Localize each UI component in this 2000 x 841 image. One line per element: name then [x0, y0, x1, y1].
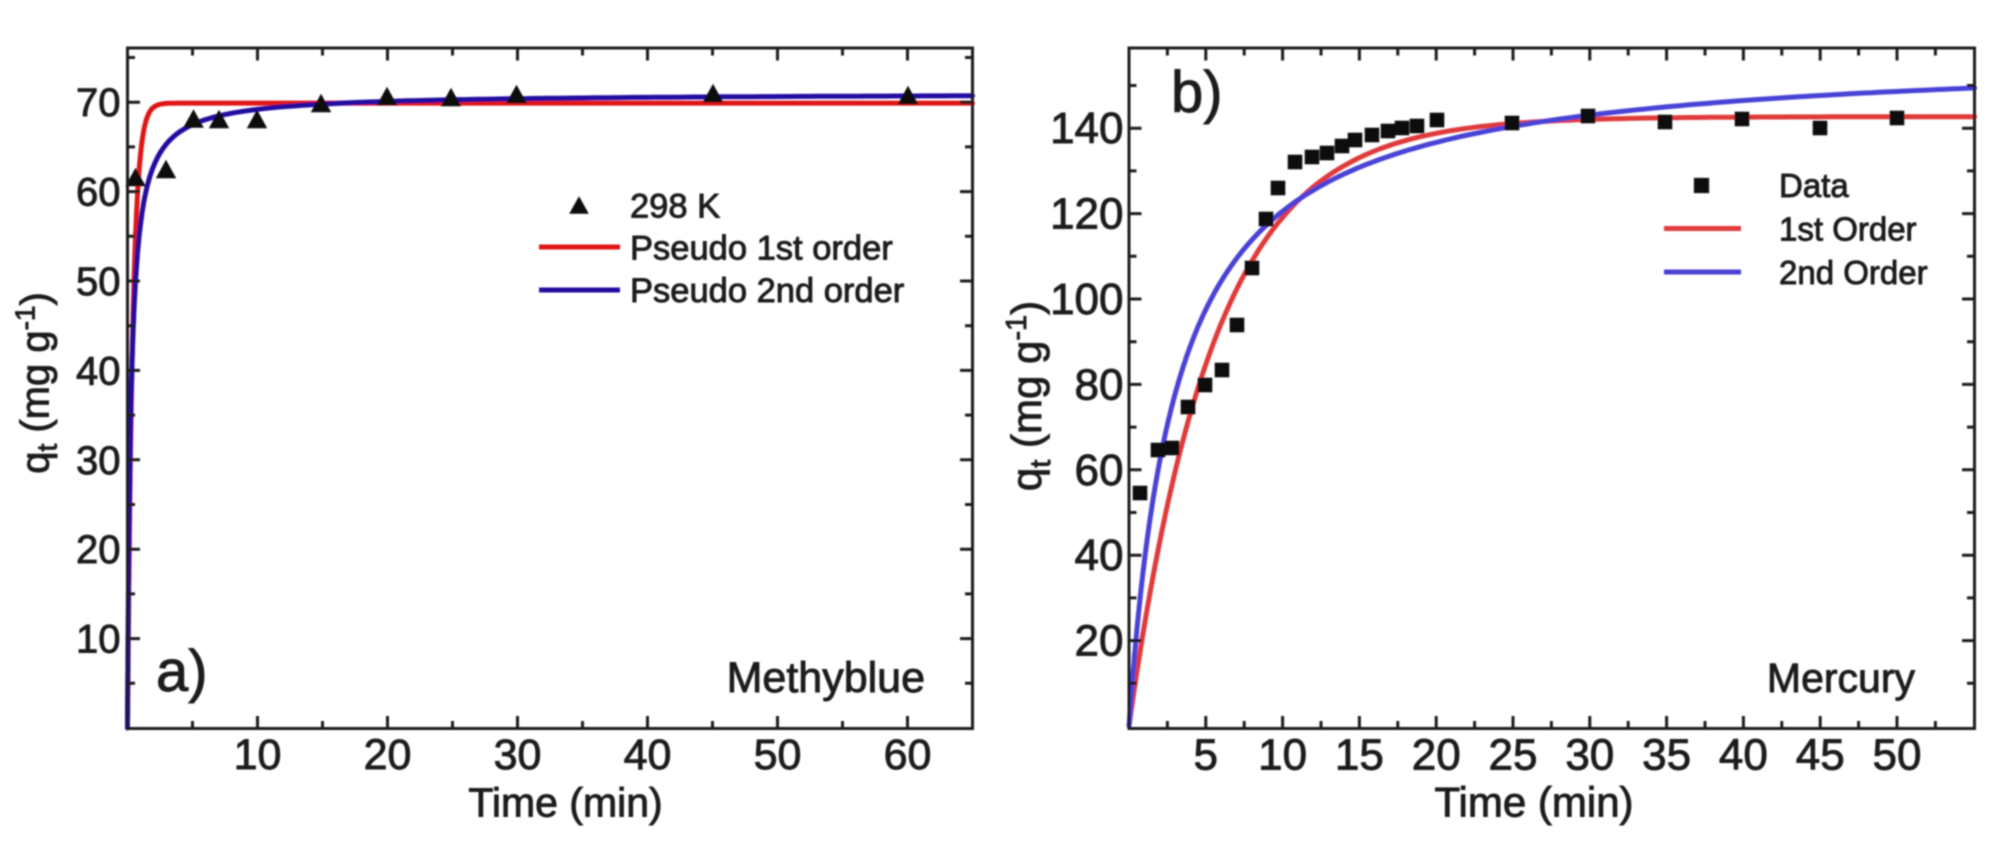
- svg-text:1st Order: 1st Order: [1779, 211, 1917, 248]
- svg-text:30: 30: [76, 439, 121, 483]
- svg-text:50: 50: [76, 260, 121, 304]
- svg-text:qt (mg g-1): qt (mg g-1): [10, 292, 63, 474]
- svg-text:20: 20: [76, 528, 121, 572]
- svg-text:a): a): [156, 639, 208, 704]
- svg-text:60: 60: [1075, 446, 1124, 495]
- svg-text:40: 40: [1075, 531, 1124, 580]
- svg-text:2nd Order: 2nd Order: [1779, 254, 1928, 291]
- svg-text:25: 25: [1489, 731, 1538, 780]
- svg-text:20: 20: [1075, 617, 1124, 666]
- svg-text:80: 80: [1075, 360, 1124, 409]
- svg-text:5: 5: [1194, 731, 1218, 780]
- svg-text:10: 10: [234, 731, 282, 779]
- svg-text:40: 40: [624, 731, 672, 779]
- svg-text:45: 45: [1796, 731, 1845, 780]
- svg-text:10: 10: [76, 618, 121, 662]
- svg-text:40: 40: [1719, 731, 1768, 780]
- svg-text:Mercury: Mercury: [1767, 655, 1916, 701]
- svg-text:100: 100: [1050, 275, 1123, 324]
- svg-text:30: 30: [1565, 731, 1614, 780]
- svg-text:140: 140: [1050, 104, 1123, 153]
- svg-text:20: 20: [1412, 731, 1461, 780]
- svg-text:70: 70: [76, 81, 121, 125]
- svg-text:Methyblue: Methyblue: [727, 654, 925, 702]
- svg-text:35: 35: [1642, 731, 1691, 780]
- svg-text:298 K: 298 K: [630, 188, 720, 226]
- svg-text:20: 20: [364, 731, 412, 779]
- svg-text:60: 60: [76, 171, 121, 215]
- svg-text:40: 40: [76, 349, 121, 393]
- svg-text:50: 50: [754, 731, 802, 779]
- svg-text:Time (min): Time (min): [1434, 779, 1633, 826]
- svg-text:Pseudo 2nd order: Pseudo 2nd order: [630, 272, 904, 310]
- svg-text:10: 10: [1258, 731, 1307, 780]
- svg-text:Pseudo 1st order: Pseudo 1st order: [630, 230, 893, 268]
- svg-text:60: 60: [884, 731, 932, 779]
- svg-text:15: 15: [1335, 731, 1384, 780]
- svg-text:Time (min): Time (min): [468, 780, 662, 826]
- svg-text:b): b): [1171, 60, 1223, 125]
- svg-text:120: 120: [1050, 190, 1123, 239]
- svg-text:Data: Data: [1779, 167, 1849, 204]
- svg-text:50: 50: [1873, 731, 1922, 780]
- svg-text:30: 30: [494, 731, 542, 779]
